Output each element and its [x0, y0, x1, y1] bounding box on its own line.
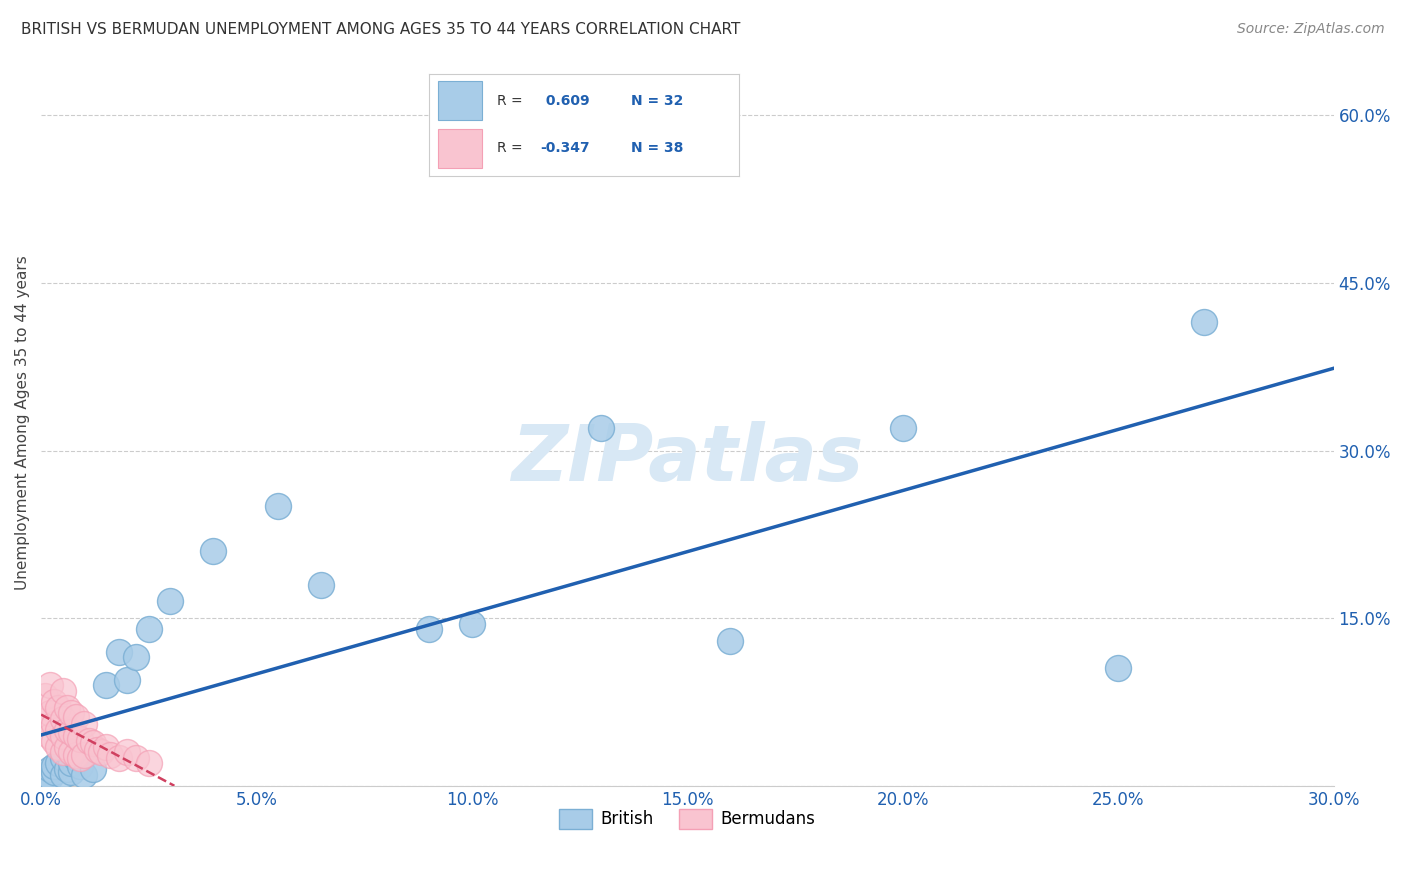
Point: [52, 683, 75, 698]
Point: [267, 500, 290, 514]
Point: [138, 756, 160, 771]
Point: [77, 734, 100, 748]
Point: [82, 736, 104, 750]
Point: [42, 734, 65, 748]
Point: [86, 743, 108, 757]
Point: [461, 616, 484, 631]
Point: [38, 678, 60, 692]
Point: [60, 706, 83, 721]
Text: ZIPatlas: ZIPatlas: [512, 421, 863, 497]
Point: [202, 544, 225, 558]
Y-axis label: Unemployment Among Ages 35 to 44 years: Unemployment Among Ages 35 to 44 years: [15, 255, 30, 591]
Text: Source: ZipAtlas.com: Source: ZipAtlas.com: [1237, 22, 1385, 37]
Point: [1194, 315, 1216, 329]
Point: [69, 751, 91, 765]
Point: [38, 729, 60, 743]
Point: [60, 756, 83, 771]
Point: [56, 723, 79, 737]
Point: [56, 739, 79, 754]
Point: [42, 717, 65, 731]
Text: BRITISH VS BERMUDAN UNEMPLOYMENT AMONG AGES 35 TO 44 YEARS CORRELATION CHART: BRITISH VS BERMUDAN UNEMPLOYMENT AMONG A…: [21, 22, 741, 37]
Point: [65, 747, 87, 762]
Point: [82, 762, 104, 776]
Point: [73, 747, 96, 762]
Point: [60, 725, 83, 739]
Point: [65, 729, 87, 743]
Point: [107, 645, 129, 659]
Point: [34, 690, 56, 704]
Point: [69, 731, 91, 746]
Point: [138, 623, 160, 637]
Point: [38, 770, 60, 784]
Point: [94, 739, 117, 754]
Point: [73, 717, 96, 731]
Point: [117, 745, 139, 759]
Point: [1107, 661, 1129, 675]
Point: [52, 751, 75, 765]
Point: [65, 751, 87, 765]
Point: [52, 712, 75, 726]
Point: [891, 421, 914, 435]
Point: [60, 765, 83, 780]
Legend: British, Bermudans: British, Bermudans: [553, 802, 823, 836]
Point: [159, 594, 181, 608]
Point: [720, 633, 742, 648]
Point: [56, 700, 79, 714]
Point: [38, 762, 60, 776]
Point: [65, 709, 87, 723]
Point: [34, 767, 56, 781]
Point: [591, 421, 613, 435]
Point: [34, 712, 56, 726]
Point: [46, 756, 69, 771]
Point: [38, 706, 60, 721]
Point: [42, 695, 65, 709]
Point: [42, 758, 65, 772]
Point: [42, 765, 65, 780]
Point: [52, 729, 75, 743]
Point: [125, 751, 148, 765]
Point: [73, 767, 96, 781]
Point: [94, 678, 117, 692]
Point: [125, 650, 148, 665]
Point: [418, 623, 440, 637]
Point: [60, 745, 83, 759]
Point: [56, 762, 79, 776]
Point: [46, 739, 69, 754]
Point: [46, 723, 69, 737]
Point: [107, 751, 129, 765]
Point: [117, 673, 139, 687]
Point: [98, 747, 121, 762]
Point: [69, 758, 91, 772]
Point: [52, 767, 75, 781]
Point: [34, 773, 56, 788]
Point: [309, 577, 332, 591]
Point: [90, 745, 112, 759]
Point: [52, 745, 75, 759]
Point: [46, 700, 69, 714]
